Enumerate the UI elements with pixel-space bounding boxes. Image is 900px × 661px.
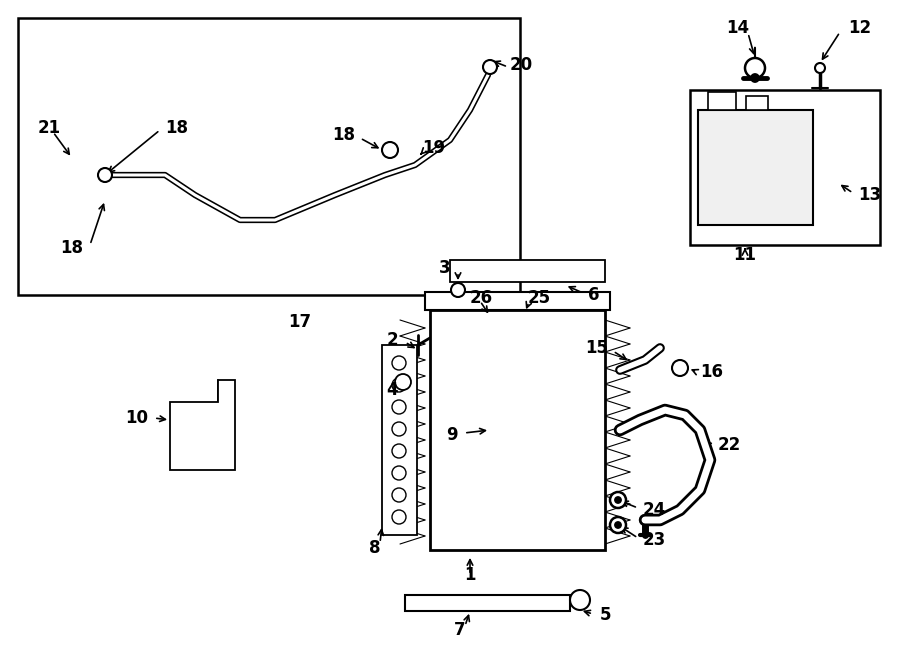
Bar	[405, 595, 570, 611]
Text: 3: 3	[439, 259, 451, 277]
Text: 12: 12	[848, 19, 871, 37]
Circle shape	[451, 283, 465, 297]
Circle shape	[392, 510, 406, 524]
Bar	[746, 96, 768, 110]
Text: 26: 26	[470, 289, 493, 307]
Bar	[698, 110, 813, 225]
Circle shape	[392, 466, 406, 480]
Circle shape	[98, 168, 112, 182]
Circle shape	[672, 360, 688, 376]
Circle shape	[395, 374, 411, 390]
Text: 9: 9	[446, 426, 458, 444]
Text: 17: 17	[288, 313, 311, 331]
Text: 23: 23	[643, 531, 666, 549]
Circle shape	[615, 497, 621, 503]
Circle shape	[392, 378, 406, 392]
Polygon shape	[170, 380, 235, 470]
Text: 11: 11	[734, 246, 757, 264]
Circle shape	[610, 492, 626, 508]
Text: 18: 18	[165, 119, 188, 137]
Text: 24: 24	[643, 501, 666, 519]
Bar	[18, 18, 520, 295]
Circle shape	[745, 58, 765, 78]
Text: 6: 6	[588, 286, 599, 304]
Bar	[690, 90, 880, 245]
Text: 8: 8	[368, 539, 380, 557]
Circle shape	[615, 522, 621, 528]
Text: 2: 2	[386, 331, 398, 349]
Circle shape	[610, 517, 626, 533]
Text: 18: 18	[60, 239, 84, 257]
Circle shape	[392, 422, 406, 436]
Text: 7: 7	[454, 621, 466, 639]
Text: 25: 25	[528, 289, 551, 307]
Circle shape	[392, 400, 406, 414]
Text: 15: 15	[585, 339, 608, 357]
Bar	[450, 260, 605, 282]
Bar	[382, 345, 417, 535]
Circle shape	[815, 63, 825, 73]
Bar	[430, 310, 605, 550]
Circle shape	[483, 60, 497, 74]
Text: 16: 16	[700, 363, 723, 381]
Circle shape	[392, 444, 406, 458]
Text: 18: 18	[332, 126, 355, 144]
Text: 19: 19	[422, 139, 446, 157]
Text: 21: 21	[38, 119, 61, 137]
Bar	[708, 92, 736, 110]
Bar	[425, 292, 610, 310]
Circle shape	[382, 142, 398, 158]
Text: 14: 14	[726, 19, 750, 37]
Text: 1: 1	[464, 566, 476, 584]
Circle shape	[392, 356, 406, 370]
Text: 13: 13	[858, 186, 881, 204]
Circle shape	[751, 74, 759, 82]
Circle shape	[392, 488, 406, 502]
Text: 22: 22	[718, 436, 742, 454]
Text: 4: 4	[386, 381, 398, 399]
Text: 20: 20	[510, 56, 533, 74]
Text: 5: 5	[600, 606, 611, 624]
Circle shape	[570, 590, 590, 610]
Text: 10: 10	[125, 409, 148, 427]
